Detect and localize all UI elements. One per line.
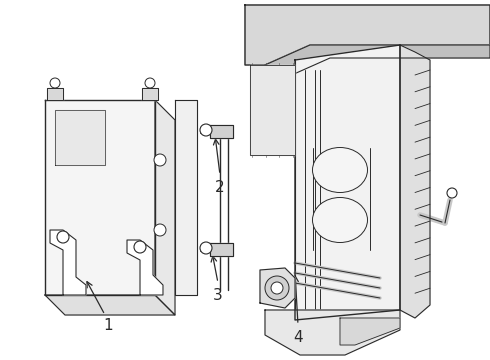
Circle shape	[145, 78, 155, 88]
Circle shape	[154, 154, 166, 166]
Polygon shape	[260, 268, 295, 308]
Circle shape	[200, 242, 212, 254]
Polygon shape	[55, 110, 105, 165]
Polygon shape	[400, 45, 430, 318]
Polygon shape	[155, 100, 175, 315]
Polygon shape	[50, 230, 86, 295]
Polygon shape	[265, 45, 490, 78]
Polygon shape	[175, 100, 197, 295]
Ellipse shape	[313, 198, 368, 243]
Text: 4: 4	[293, 330, 303, 346]
Polygon shape	[47, 88, 63, 100]
Circle shape	[265, 276, 289, 300]
Polygon shape	[210, 125, 233, 138]
Text: 3: 3	[213, 288, 223, 303]
Circle shape	[200, 124, 212, 136]
Circle shape	[447, 188, 457, 198]
Circle shape	[154, 224, 166, 236]
Polygon shape	[142, 88, 158, 100]
Polygon shape	[127, 240, 163, 295]
Polygon shape	[210, 243, 233, 256]
Polygon shape	[265, 310, 400, 355]
Circle shape	[271, 282, 283, 294]
Text: 2: 2	[215, 180, 225, 195]
Polygon shape	[245, 5, 490, 65]
Ellipse shape	[313, 148, 368, 193]
Polygon shape	[45, 100, 155, 295]
Circle shape	[50, 78, 60, 88]
Polygon shape	[45, 295, 175, 315]
Circle shape	[57, 231, 69, 243]
Polygon shape	[295, 45, 400, 320]
Circle shape	[134, 241, 146, 253]
Polygon shape	[250, 65, 295, 155]
Text: 1: 1	[103, 318, 113, 333]
Polygon shape	[340, 318, 400, 345]
